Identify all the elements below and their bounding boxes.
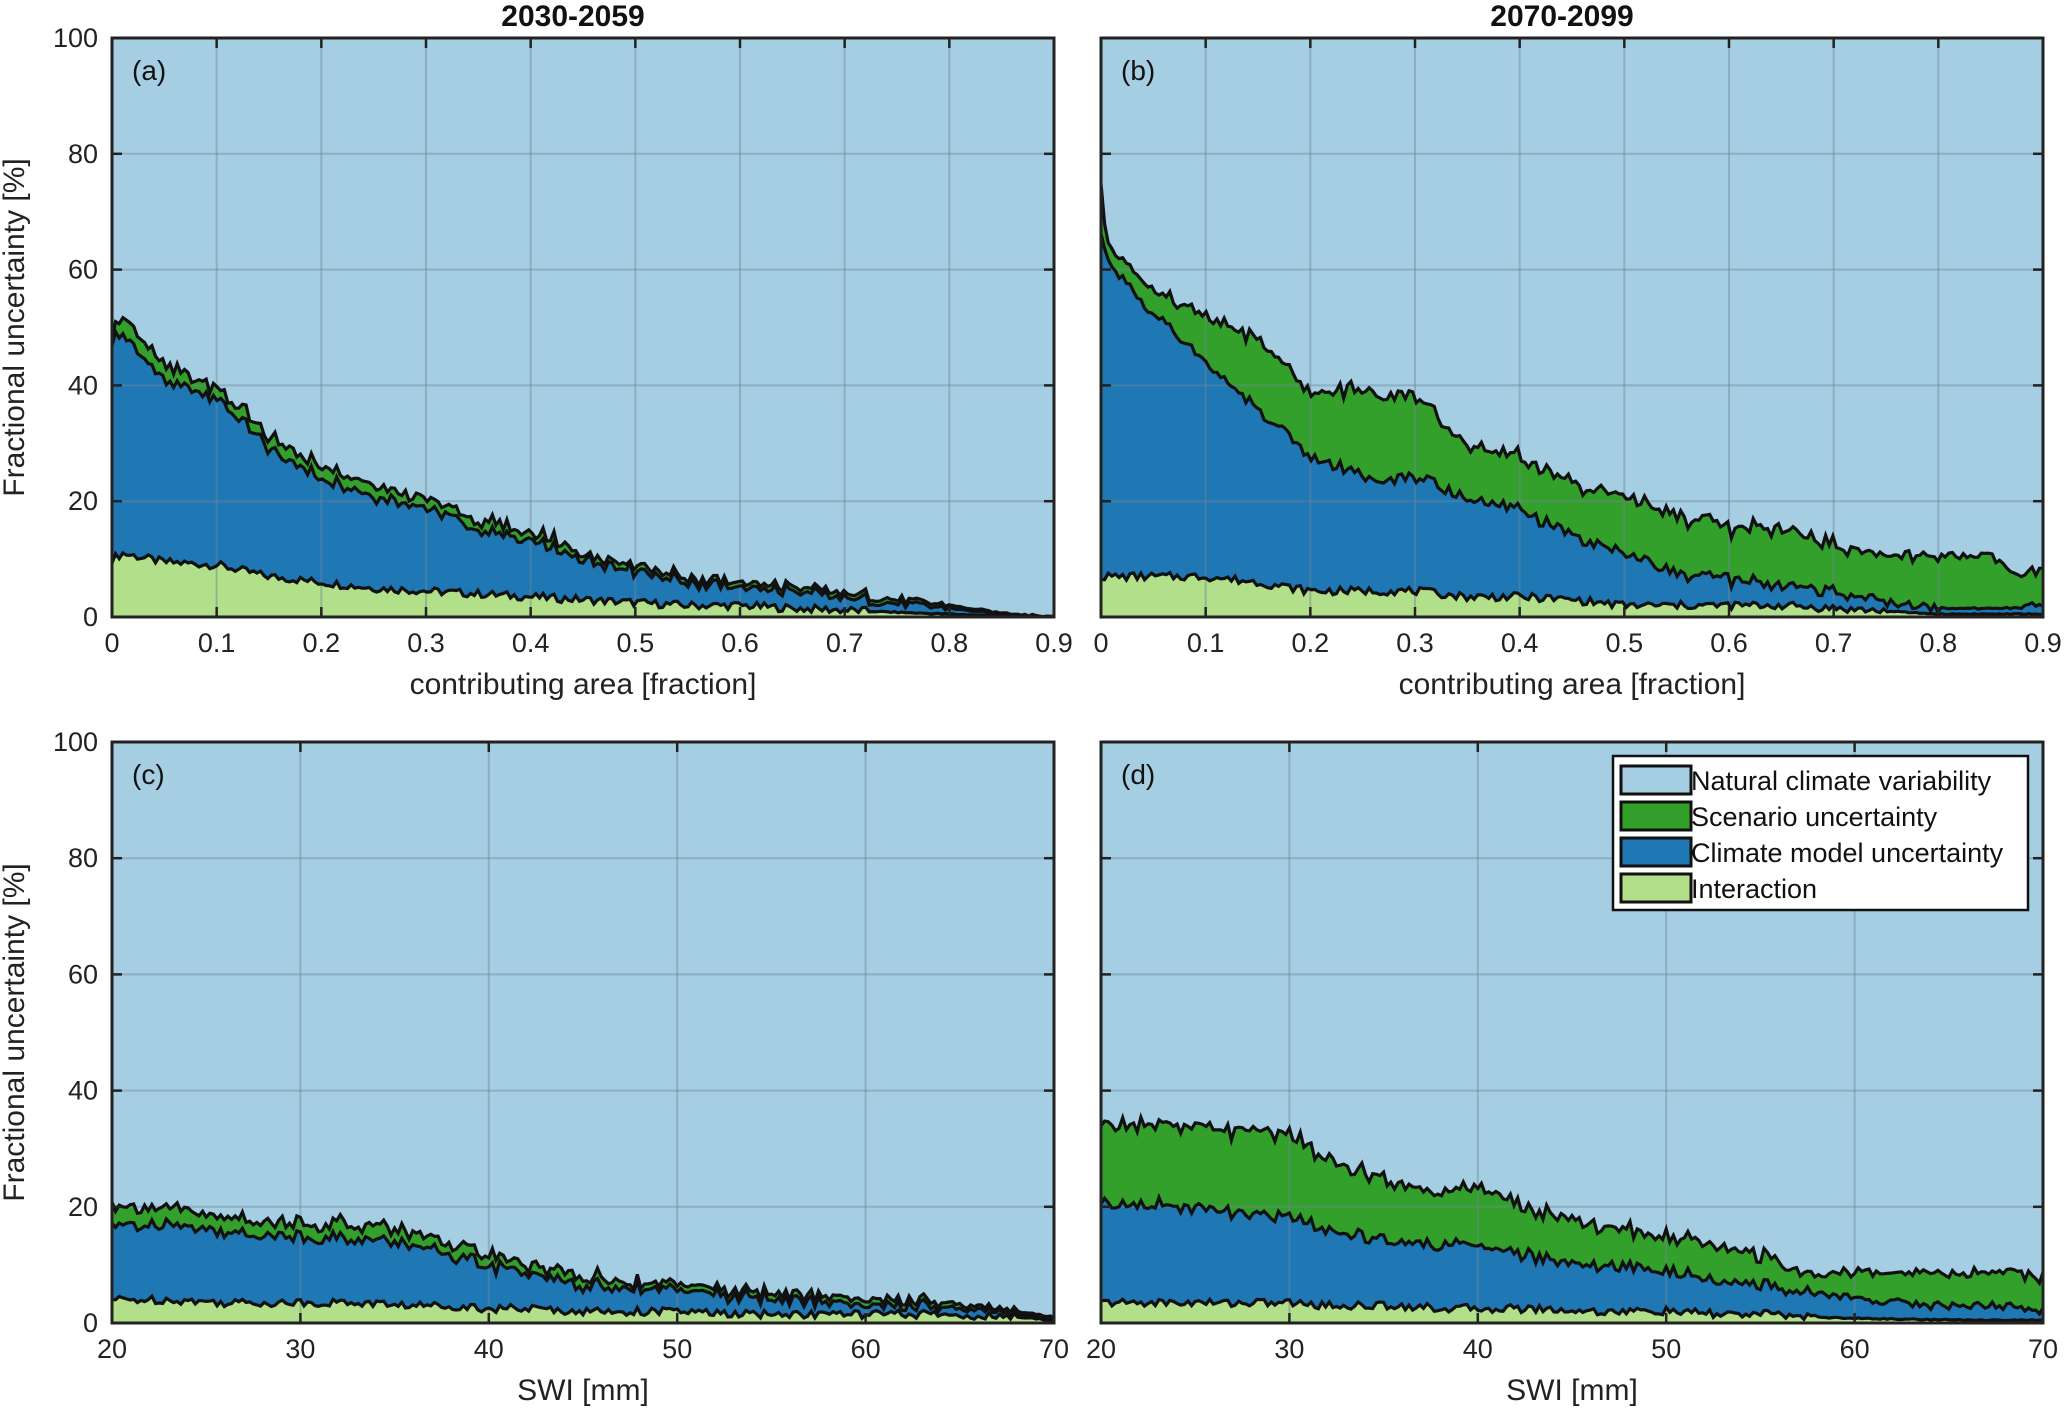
panel-a: 0 0.1 0.2 0.3 0.4 0.5 0.6 0.7 0.8 0.9 0 20 40 60 80 100…	[0, 0, 1073, 701]
series-area-interaction	[112, 1296, 1054, 1323]
x-tick-label: 70	[2028, 1334, 2058, 1364]
legend-swatch-model	[1619, 836, 1693, 868]
y-tick-label: 40	[68, 370, 98, 400]
y-tick-label: 80	[68, 843, 98, 873]
x-tick-label: 0.8	[1920, 628, 1958, 658]
series-boundary-line	[112, 1199, 1054, 1319]
x-tick-label: 50	[1651, 1334, 1681, 1364]
x-tick-label: 0.3	[407, 628, 445, 658]
legend-swatch-interaction	[1619, 872, 1693, 904]
x-tick-label: 0.2	[1292, 628, 1330, 658]
x-tick-label: 0	[1093, 628, 1108, 658]
panel-letter: (c)	[132, 759, 165, 790]
series-boundary-line	[1101, 1192, 2043, 1317]
series-area-interaction	[1101, 572, 2043, 617]
x-tick-label: 0.9	[2024, 628, 2062, 658]
plot-area	[1101, 38, 2043, 617]
x-tick-label: 40	[474, 1334, 504, 1364]
y-tick-label: 80	[68, 139, 98, 169]
axes-frame	[1099, 36, 2045, 619]
series-boundary-line	[1101, 1111, 2043, 1287]
x-tick-label: 0.5	[1606, 628, 1644, 658]
x-tick-label: 0.2	[303, 628, 341, 658]
series-area-interaction	[112, 552, 1054, 617]
plot-area	[112, 742, 1054, 1323]
panel-d: 20 30 40 50 60 70 SWI [mm] (d) Natural climate v…	[1086, 740, 2058, 1407]
x-tick-label: 20	[97, 1334, 127, 1364]
panel-title: 2070-2099	[1490, 0, 1633, 33]
panel-letter: (a)	[132, 55, 166, 86]
series-boundary-line	[112, 315, 1054, 617]
x-tick-label: 0.3	[1396, 628, 1434, 658]
x-tick-label: 20	[1086, 1334, 1116, 1364]
series-boundary-line	[112, 1293, 1054, 1322]
legend-label: Natural climate variability	[1691, 766, 1992, 796]
legend-label: Interaction	[1691, 874, 1817, 904]
x-tick-label: 0.7	[1815, 628, 1853, 658]
plot-area	[112, 38, 1054, 617]
x-tick-label: 0.4	[512, 628, 550, 658]
y-tick-label: 0	[83, 602, 98, 632]
x-tick-label: 50	[662, 1334, 692, 1364]
x-axis-label: SWI [mm]	[1506, 1374, 1638, 1407]
series-boundary-line	[1101, 569, 2043, 617]
y-axis-label: Fractional uncertainty [%]	[0, 863, 31, 1201]
series-area-scenario-uncertainty	[112, 1202, 1054, 1319]
series-boundary-line	[112, 1216, 1054, 1321]
series-boundary-line	[1101, 1296, 2043, 1323]
x-axis-label: contributing area [fraction]	[1399, 668, 1746, 701]
y-tick-label: 100	[53, 727, 98, 757]
x-tick-label: 40	[1463, 1334, 1493, 1364]
y-tick-label: 0	[83, 1308, 98, 1338]
y-axis-label: Fractional uncertainty [%]	[0, 158, 31, 496]
x-tick-label: 0.4	[1501, 628, 1539, 658]
x-tick-label: 0.6	[1710, 628, 1748, 658]
x-tick-label: 0.1	[198, 628, 236, 658]
series-boundary-line	[112, 550, 1054, 617]
panel-letter: (d)	[1121, 759, 1155, 790]
x-tick-label: 30	[285, 1334, 315, 1364]
y-tick-label: 60	[68, 959, 98, 989]
x-axis-label: contributing area [fraction]	[410, 668, 757, 701]
axes-frame	[110, 36, 1056, 619]
series-area-climate-model-uncertainty	[1101, 233, 2043, 615]
x-tick-label: 0.8	[931, 628, 969, 658]
x-tick-label: 0	[104, 628, 119, 658]
y-tick-label: 100	[53, 23, 98, 53]
x-tick-label: 70	[1039, 1334, 1069, 1364]
series-boundary-line	[1101, 183, 2043, 579]
x-tick-label: 0.7	[826, 628, 864, 658]
y-tick-label: 20	[68, 1192, 98, 1222]
y-tick-label: 20	[68, 486, 98, 516]
axes-frame	[1099, 740, 2045, 1325]
y-tick-label: 60	[68, 255, 98, 285]
x-tick-label: 60	[851, 1334, 881, 1364]
panel-title: 2030-2059	[501, 0, 644, 33]
legend-swatch-scenario	[1619, 800, 1693, 832]
legend-label: Scenario uncertainty	[1691, 802, 1938, 832]
panel-b: 0 0.1 0.2 0.3 0.4 0.5 0.6 0.7 0.8 0.9 contributing…	[1093, 0, 2061, 701]
x-tick-label: 0.1	[1187, 628, 1225, 658]
x-tick-label: 60	[1840, 1334, 1870, 1364]
x-tick-label: 0.9	[1035, 628, 1073, 658]
legend-label: Climate model uncertainty	[1691, 838, 2004, 868]
panel-letter: (b)	[1121, 55, 1155, 86]
series-boundary-line	[1101, 233, 2043, 616]
series-area-climate-model-uncertainty	[112, 331, 1054, 617]
legend-swatch-natural	[1619, 764, 1693, 796]
x-tick-label: 30	[1274, 1334, 1304, 1364]
axes-frame	[110, 740, 1056, 1325]
x-tick-label: 0.6	[721, 628, 759, 658]
legend: Natural climate variability Scenario unce…	[1611, 754, 2030, 912]
series-area-scenario-uncertainty	[1101, 183, 2043, 613]
x-axis-label: SWI [mm]	[517, 1374, 649, 1407]
y-tick-label: 40	[68, 1076, 98, 1106]
x-tick-label: 0.5	[617, 628, 655, 658]
series-boundary-line	[112, 327, 1054, 617]
